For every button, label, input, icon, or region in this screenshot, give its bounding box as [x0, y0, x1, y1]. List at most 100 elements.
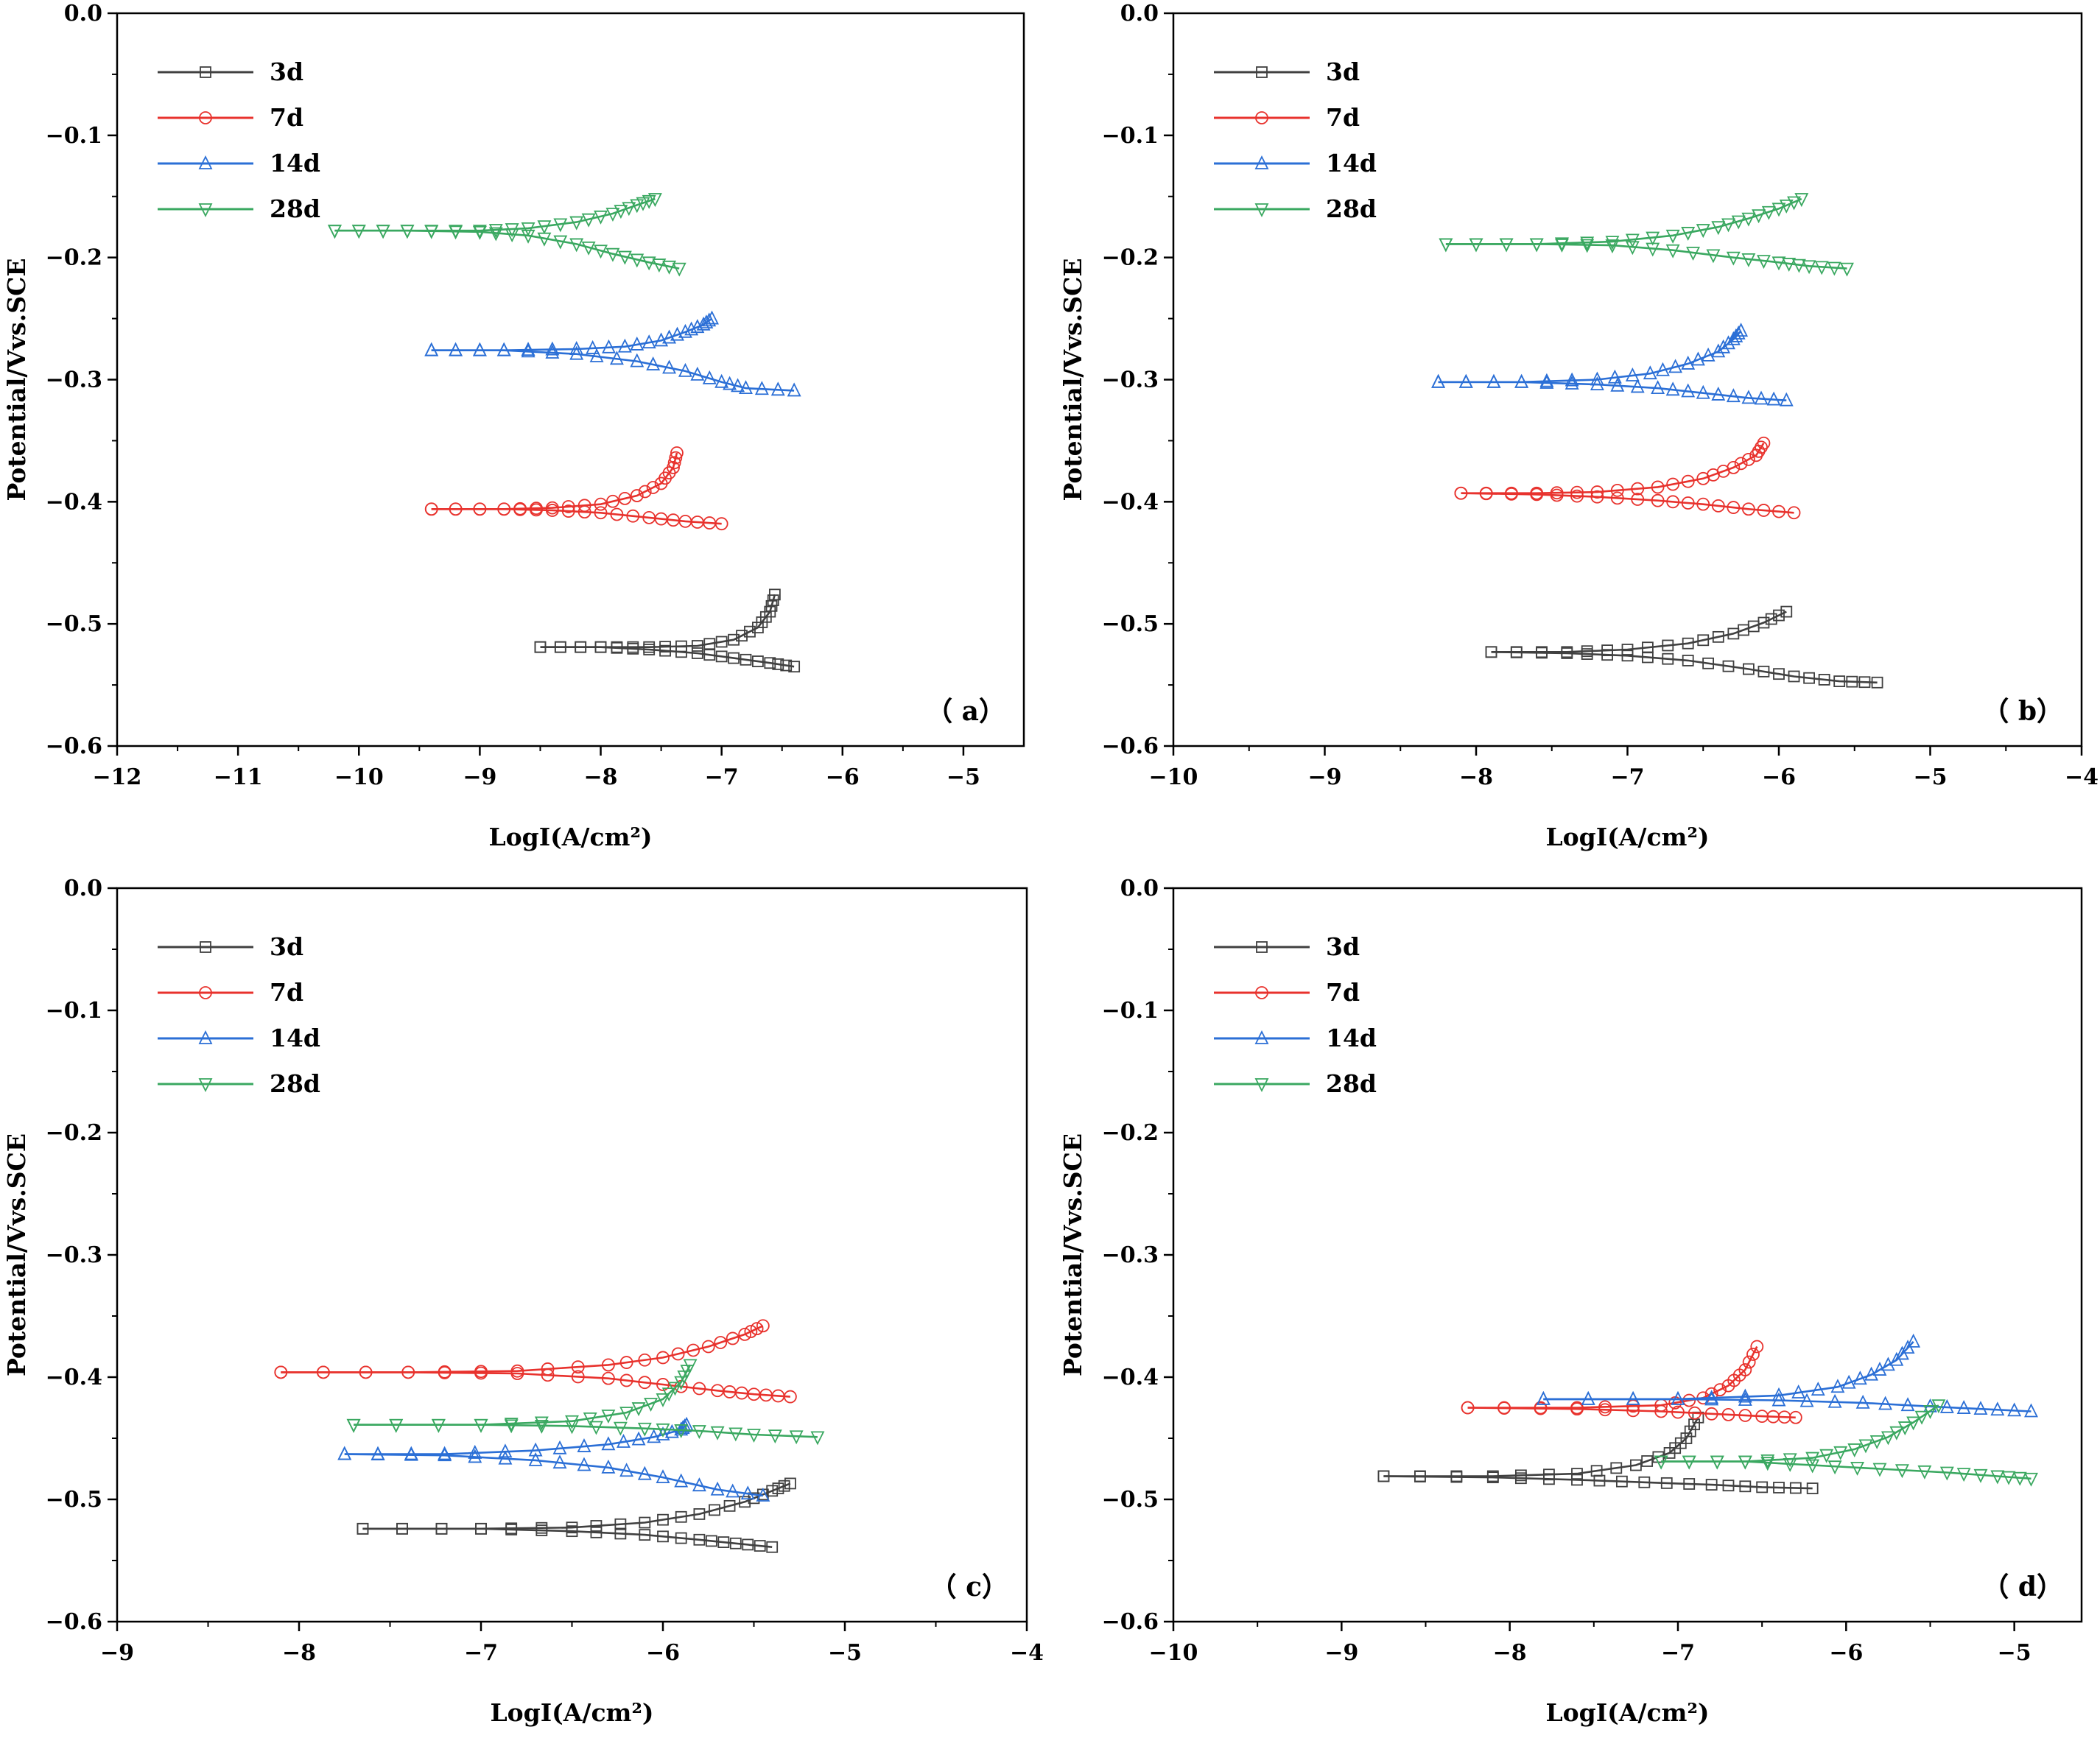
y-tick-label: 0.0 — [64, 1, 102, 27]
data-point — [534, 1416, 549, 1431]
data-point — [581, 241, 596, 256]
data-point — [750, 1322, 764, 1336]
data-point — [359, 1365, 373, 1379]
data-point — [756, 1488, 770, 1502]
legend-label-7d: 7d — [270, 978, 303, 1007]
data-point — [545, 345, 560, 359]
data-point — [1734, 457, 1748, 471]
data-point — [553, 218, 568, 233]
data-point — [1704, 1407, 1718, 1421]
data-point — [1858, 676, 1871, 689]
data-point — [752, 655, 764, 667]
data-point — [590, 1526, 603, 1538]
data-point — [1646, 242, 1660, 257]
data-point — [1711, 499, 1725, 513]
chart-panel-b: −10 −9 −8 −7 −6 −5 −4 0.0 −0.1 −0.2 −0.3 −0.4 −0.5 −0… — [1058, 1, 2099, 851]
data-point — [1914, 1410, 1929, 1425]
x-tick-label: −5 — [1913, 764, 1947, 790]
data-point — [488, 227, 503, 242]
data-point — [678, 362, 692, 377]
data-point — [768, 1429, 782, 1444]
data-point — [661, 1387, 676, 1402]
data-point — [537, 220, 552, 235]
x-tick-label: −4 — [1010, 1640, 1044, 1666]
data-point — [728, 1427, 743, 1442]
y-tick-label: −0.1 — [46, 123, 102, 149]
data-point — [1846, 675, 1858, 688]
data-point — [521, 342, 535, 356]
data-point — [788, 661, 801, 673]
data-point — [742, 1538, 754, 1551]
legend-label-3d: 3d — [1326, 57, 1360, 86]
data-point — [664, 1424, 679, 1438]
data-point — [561, 500, 575, 513]
data-point — [662, 329, 676, 344]
data-point — [674, 1473, 689, 1488]
data-point — [637, 1422, 652, 1437]
x-tick-label: −8 — [1493, 1640, 1527, 1666]
data-point — [1783, 1453, 1797, 1468]
data-point — [1454, 486, 1468, 500]
legend-label-28d: 28d — [270, 194, 320, 223]
y-tick-label: −0.5 — [46, 1487, 102, 1513]
data-point — [675, 646, 687, 658]
data-point — [1766, 391, 1781, 406]
data-point — [496, 342, 511, 356]
data-point — [637, 1466, 652, 1480]
data-point — [505, 1524, 518, 1535]
legend-marker — [1256, 941, 1268, 953]
data-point — [617, 250, 632, 265]
data-point — [1878, 1396, 1893, 1410]
data-point — [1827, 1393, 1842, 1408]
data-point — [1686, 247, 1701, 261]
data-point — [528, 1442, 543, 1457]
data-point — [619, 1463, 634, 1477]
data-point — [1738, 1388, 1752, 1403]
data-point — [609, 351, 624, 365]
legend-marker — [199, 986, 212, 999]
data-point — [1631, 482, 1645, 496]
data-point — [1479, 487, 1493, 501]
data-point — [1554, 239, 1569, 253]
y-tick-label: 0.0 — [64, 876, 102, 901]
legend-label-28d: 28d — [1326, 194, 1377, 223]
data-point — [1529, 238, 1544, 253]
data-point — [438, 1366, 452, 1379]
data-point — [631, 1431, 646, 1446]
data-point — [1746, 1348, 1760, 1361]
y-tick-label: −0.5 — [46, 611, 102, 637]
data-point — [1701, 347, 1716, 362]
data-point — [699, 314, 714, 329]
legend-marker — [198, 203, 213, 218]
legend-label-14d: 14d — [270, 149, 320, 177]
data-point — [602, 1371, 615, 1385]
x-axis-title: LogI(A/cm²) — [1545, 823, 1709, 851]
data-point — [1722, 660, 1735, 672]
data-point — [1593, 1474, 1606, 1487]
data-point — [553, 235, 568, 250]
y-tick-label: −0.4 — [1102, 489, 1159, 515]
x-tick-label: −5 — [828, 1640, 862, 1666]
data-point — [561, 504, 575, 518]
data-point — [675, 1532, 687, 1544]
anodic-branch-line — [540, 594, 776, 648]
data-point — [1738, 1363, 1752, 1376]
data-point — [1682, 637, 1694, 650]
data-point — [1641, 651, 1654, 664]
data-point — [614, 1527, 627, 1540]
data-point — [659, 644, 671, 657]
data-point — [510, 1367, 524, 1380]
legend-label-7d: 7d — [1326, 978, 1360, 1007]
data-point — [702, 370, 717, 384]
x-tick-label: −10 — [1149, 1640, 1198, 1666]
data-point — [565, 1420, 579, 1435]
data-point — [1702, 657, 1715, 669]
cathodic-branch-line — [1491, 651, 1878, 684]
data-point — [778, 1480, 790, 1492]
data-point — [1990, 1470, 2005, 1485]
data-point — [1631, 493, 1645, 506]
data-point — [618, 492, 632, 505]
data-point — [1458, 373, 1473, 388]
data-point — [1681, 383, 1696, 398]
data-point — [1738, 1455, 1752, 1470]
